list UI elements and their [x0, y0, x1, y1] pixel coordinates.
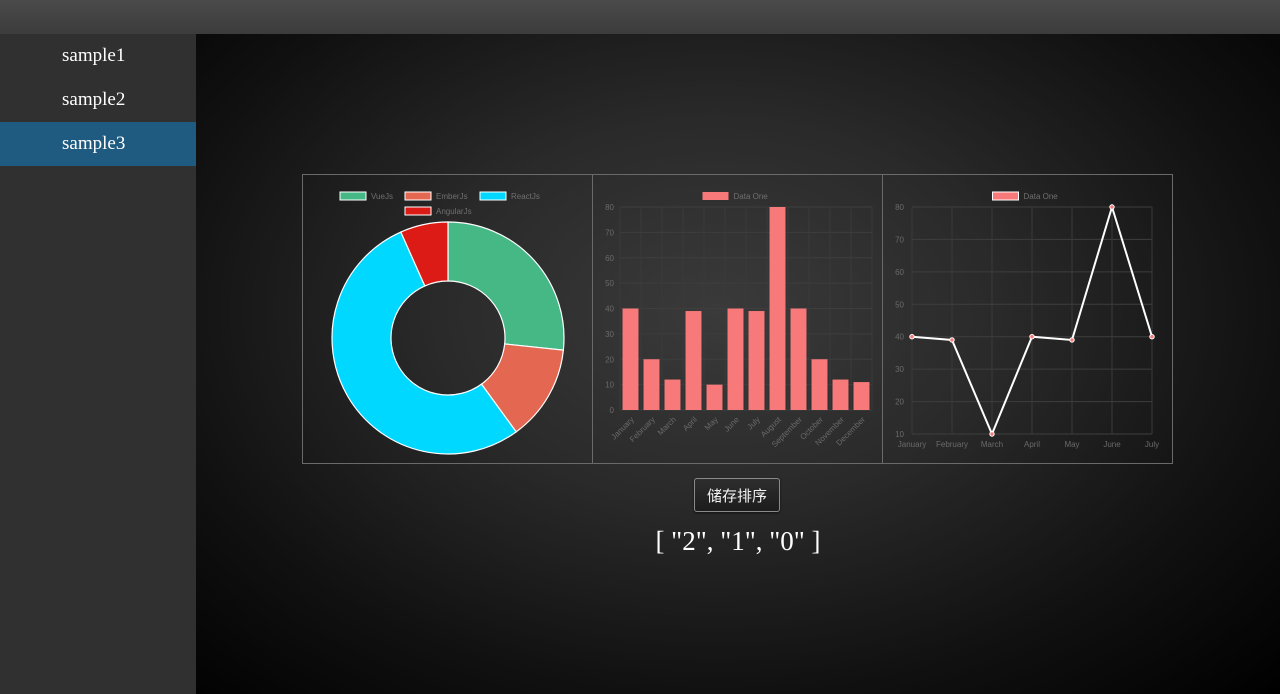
bar — [832, 379, 849, 410]
y-tick-label: 80 — [605, 203, 614, 212]
doughnut-slice-angularjs — [400, 221, 449, 287]
legend-swatch-data-one — [702, 192, 729, 200]
legend-label-vuejs: VueJs — [371, 192, 393, 201]
x-tick-label: July — [745, 415, 761, 431]
bar — [790, 308, 807, 410]
y-tick-label: 60 — [895, 268, 904, 277]
data-point — [1069, 337, 1075, 343]
bar — [622, 308, 639, 410]
x-tick-label: May — [1064, 440, 1079, 449]
legend-label-data-one: Data One — [1024, 192, 1059, 201]
data-point — [989, 431, 995, 437]
y-tick-label: 70 — [605, 228, 614, 237]
x-tick-label: June — [722, 415, 741, 434]
y-tick-label: 10 — [895, 430, 904, 439]
x-tick-label: April — [681, 415, 699, 433]
y-tick-label: 50 — [895, 300, 904, 309]
data-point — [949, 337, 955, 343]
line-chart-panel[interactable]: Data One 10 20 30 40 50 60 70 80 January February M… — [882, 174, 1173, 464]
data-point — [1149, 334, 1155, 340]
data-point — [1029, 334, 1035, 340]
bar — [706, 384, 723, 410]
save-order-button[interactable]: 储存排序 — [694, 478, 780, 512]
top-bar — [0, 0, 1280, 34]
y-tick-label: 40 — [895, 333, 904, 342]
x-tick-label: July — [1145, 440, 1159, 449]
doughnut-chart-panel[interactable]: VueJs EmberJs ReactJs AngularJs — [302, 174, 593, 464]
y-tick-label: 70 — [895, 235, 904, 244]
x-tick-label: May — [703, 415, 720, 432]
y-tick-label: 80 — [895, 203, 904, 212]
bar — [685, 311, 702, 410]
y-tick-label: 40 — [605, 305, 614, 314]
sidebar-item-sample1[interactable]: sample1 — [62, 45, 126, 66]
y-tick-label: 20 — [605, 355, 614, 364]
y-tick-label: 10 — [605, 381, 614, 390]
bar — [853, 382, 870, 410]
legend-label-angularjs: AngularJs — [436, 207, 472, 216]
x-tick-label: June — [1103, 440, 1121, 449]
bar-chart-panel[interactable]: Data One 0 10 20 30 40 50 60 70 80 January February… — [592, 174, 883, 464]
y-tick-label: 30 — [605, 330, 614, 339]
doughnut-slice-reactjs — [331, 231, 518, 455]
doughnut-slice-vuejs — [447, 221, 565, 351]
chart-panels: VueJs EmberJs ReactJs AngularJs Data One 0 10… — [302, 174, 1173, 464]
x-tick-label: January — [898, 440, 926, 449]
doughnut-chart: VueJs EmberJs ReactJs AngularJs — [331, 191, 565, 455]
sidebar: sample1 sample2 sample3 — [0, 34, 196, 694]
legend-swatch-emberjs — [404, 191, 432, 201]
x-tick-label: March — [981, 440, 1003, 449]
order-output: [ "2", "1", "0" ] — [655, 526, 821, 556]
bar — [727, 308, 744, 410]
main-content: VueJs EmberJs ReactJs AngularJs Data One 0 10… — [196, 34, 1280, 694]
bar — [664, 379, 681, 410]
y-tick-label: 0 — [610, 406, 615, 415]
legend-swatch-angularjs — [404, 206, 432, 216]
bar-chart: Data One01020304050607080JanuaryFebruary… — [605, 192, 873, 449]
line-chart: Data One 10 20 30 40 50 60 70 80 January February M… — [895, 191, 1159, 449]
legend-swatch-data-one — [992, 191, 1019, 201]
y-tick-label: 30 — [895, 365, 904, 374]
y-tick-label: 50 — [605, 279, 614, 288]
bar — [748, 311, 765, 410]
sidebar-item-sample3[interactable]: sample3 — [0, 122, 196, 166]
data-point — [909, 334, 915, 340]
data-point — [1109, 204, 1115, 210]
sidebar-item-sample2[interactable]: sample2 — [62, 89, 126, 110]
y-tick-label: 20 — [895, 398, 904, 407]
bar — [643, 359, 660, 410]
x-tick-label: February — [936, 440, 968, 449]
legend-swatch-reactjs — [479, 191, 507, 201]
bar — [811, 359, 828, 410]
legend-swatch-vuejs — [339, 191, 367, 201]
x-tick-label: April — [1024, 440, 1040, 449]
legend-label-data-one: Data One — [734, 192, 769, 201]
legend-label-emberjs: EmberJs — [436, 192, 468, 201]
legend-label-reactjs: ReactJs — [511, 192, 540, 201]
bar — [769, 207, 786, 410]
y-tick-label: 60 — [605, 254, 614, 263]
x-tick-label: March — [656, 415, 678, 437]
